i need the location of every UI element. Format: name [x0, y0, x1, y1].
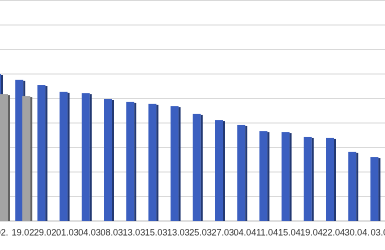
x-tick-label: 15.03. [145, 227, 170, 237]
bar-side [356, 152, 359, 221]
bar-face [348, 151, 357, 221]
bar [281, 132, 292, 221]
x-tick-label: 15.04. [278, 227, 303, 237]
bar [259, 131, 270, 221]
bar-face [37, 85, 46, 222]
x-tick-label: 19.04. [300, 227, 325, 237]
bar [237, 124, 248, 221]
bar-face [59, 91, 68, 221]
x-tick-label: 04.04. [234, 227, 259, 237]
bar-side [156, 104, 159, 221]
bar [126, 101, 137, 221]
x-tick-label: 13.03. [123, 227, 148, 237]
bar [148, 103, 159, 221]
bar-face [170, 106, 179, 221]
bar [59, 91, 70, 221]
bar-face [237, 124, 246, 221]
bar-side [112, 99, 114, 221]
bar-side [45, 86, 48, 222]
bar [170, 106, 181, 221]
bar-face [326, 137, 334, 221]
bar-side [134, 102, 137, 221]
x-tick-label: 03.0 [371, 227, 385, 237]
bar-face [303, 136, 312, 221]
bar-side [223, 121, 225, 221]
bar-side [89, 94, 92, 221]
bar-side [30, 97, 33, 221]
x-tick-label: 19.02. [12, 227, 37, 237]
bar-face [281, 132, 290, 221]
bar-face [15, 79, 24, 221]
x-tick-label: 25.03. [189, 227, 214, 237]
bar-face [0, 94, 8, 221]
bar [370, 157, 381, 221]
bar-face [148, 103, 157, 221]
bar-side [334, 138, 336, 221]
bar-face [104, 98, 112, 221]
bar-side [8, 95, 10, 221]
x-tick-label: 02. [0, 227, 8, 237]
bar-face [215, 120, 223, 221]
bar [0, 94, 10, 221]
x-tick-label: 13.03. [167, 227, 192, 237]
x-tick-label: 30.04. [345, 227, 370, 237]
bar-side [311, 137, 314, 221]
bar [22, 96, 33, 221]
bar-side [67, 92, 70, 221]
x-tick-label: 08.03. [100, 227, 125, 237]
bar [192, 113, 203, 221]
bar-face [126, 101, 135, 221]
bar-side [245, 125, 248, 221]
x-tick-label: 04.03. [78, 227, 103, 237]
x-tick-label: 11.04. [256, 227, 280, 237]
bar-side [289, 133, 292, 221]
bar-face [192, 113, 201, 221]
bar [37, 85, 48, 222]
x-tick-label: 01.03. [56, 227, 81, 237]
bar-face [259, 131, 268, 221]
bar [326, 137, 336, 221]
bar [104, 98, 114, 221]
bar-face [22, 96, 31, 221]
bar-face [81, 93, 90, 221]
x-tick-label: 22.04. [322, 227, 347, 237]
bar-side [267, 132, 270, 221]
bar [303, 136, 314, 221]
bar-side [200, 114, 203, 221]
bar-side [178, 107, 181, 221]
bar [215, 120, 225, 221]
bar-face [370, 157, 379, 221]
bar [348, 151, 359, 221]
x-tick-label: 27.03. [211, 227, 236, 237]
x-tick-label: 29.02. [34, 227, 59, 237]
bar-side [378, 158, 381, 221]
bar [81, 93, 92, 221]
